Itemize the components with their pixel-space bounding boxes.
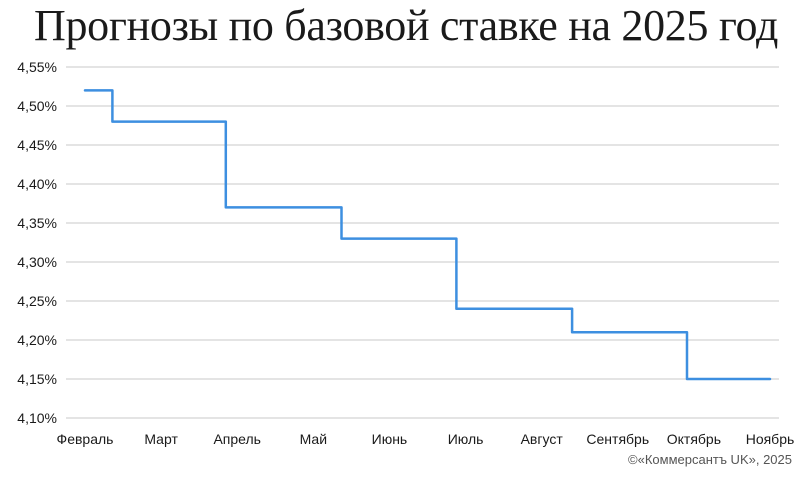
x-tick-label: Июль [448,431,484,447]
y-tick-label: 4,10% [17,410,57,426]
x-tick-label: Февраль [57,431,114,447]
copyright-credit: ©«Коммерсантъ UK», 2025 [628,452,792,467]
x-axis-ticks: Февраль Март Апрель Май Июнь Июль Август Сентяб… [57,431,795,447]
y-tick-label: 4,35% [17,215,57,231]
y-tick-label: 4,25% [17,293,57,309]
y-tick-label: 4,50% [17,98,57,114]
y-tick-label: 4,20% [17,332,57,348]
grid-lines [66,66,779,419]
x-tick-label: Май [300,431,327,447]
x-tick-label: Август [521,431,564,447]
x-tick-label: Март [144,431,178,447]
y-tick-label: 4,30% [17,254,57,270]
y-axis-ticks: 4,10% 4,15% 4,20% 4,25% 4,30% 4,35% 4,40% 4,45%… [17,59,57,426]
x-tick-label: Октябрь [667,431,721,447]
x-tick-label: Апрель [213,431,261,447]
x-tick-label: Сентябрь [586,431,649,447]
y-tick-label: 4,55% [17,59,57,75]
y-tick-label: 4,45% [17,137,57,153]
chart-title: Прогнозы по базовой ставке на 2025 год [34,1,779,50]
x-tick-label: Ноябрь [746,431,795,447]
series-line [83,89,772,381]
series-group [83,89,772,381]
x-tick-label: Июнь [372,431,408,447]
y-tick-label: 4,40% [17,176,57,192]
y-tick-label: 4,15% [17,371,57,387]
